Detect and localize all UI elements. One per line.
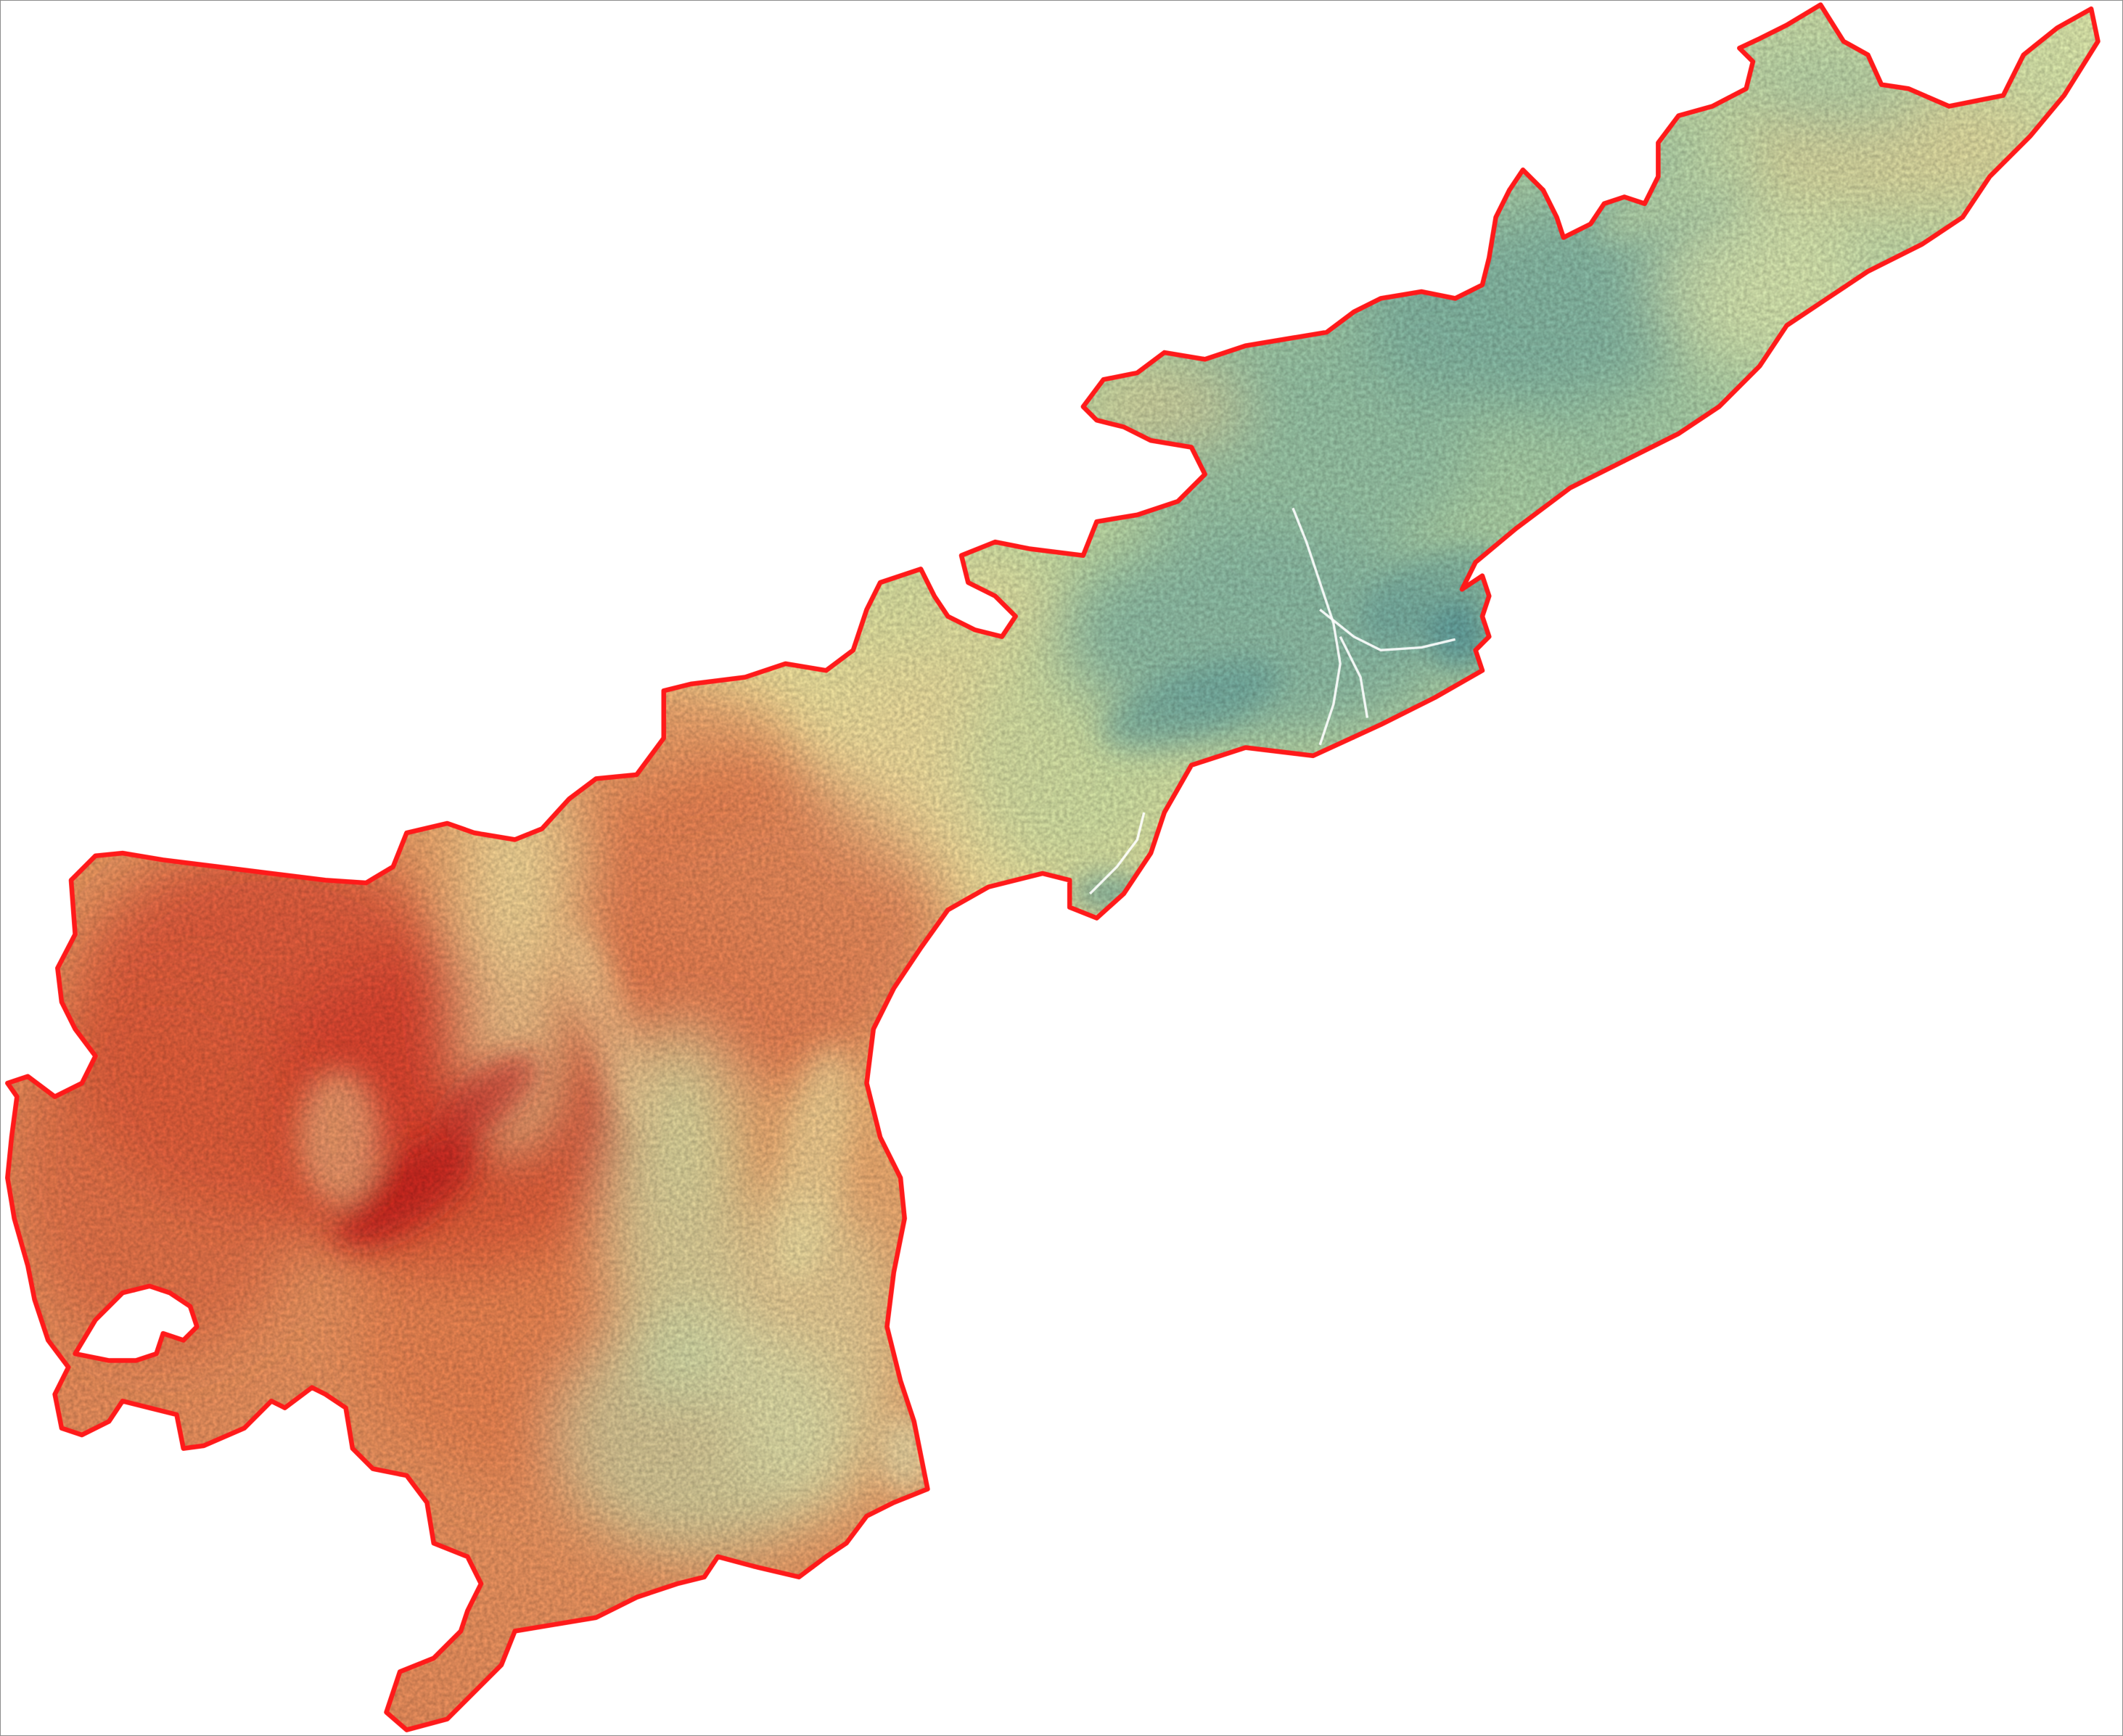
boundary-enclave	[73, 1283, 200, 1363]
river-channels	[1088, 507, 1456, 895]
river-channel	[1319, 608, 1456, 651]
state-boundary	[5, 2, 2101, 1732]
river-channel	[1339, 635, 1369, 718]
river-channel	[1292, 507, 1342, 746]
river-channel	[1088, 812, 1146, 895]
